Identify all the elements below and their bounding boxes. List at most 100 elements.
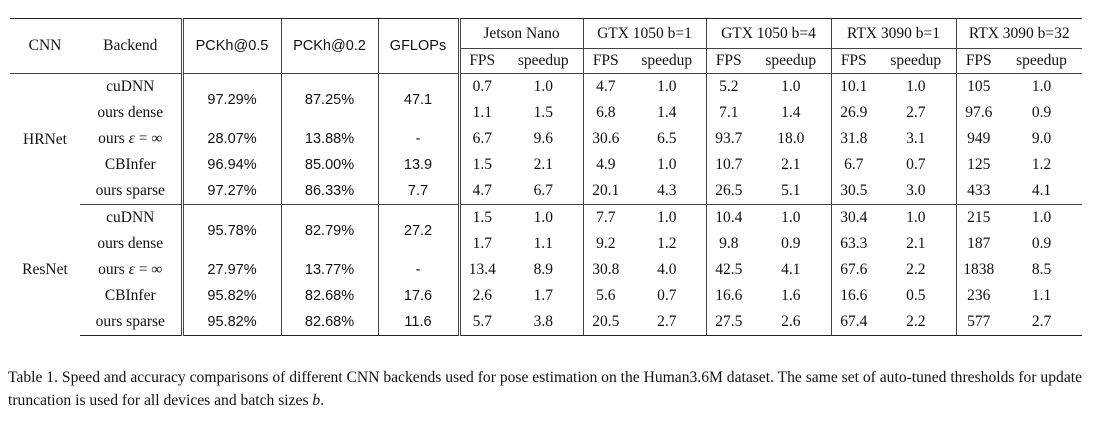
- pckh02-cell: 13.88%: [280, 126, 378, 152]
- fps-cell: 63.3: [830, 231, 876, 257]
- backend-cell: cuDNN: [80, 204, 184, 231]
- fps-cell: 10.7: [705, 152, 751, 178]
- speedup-cell: 8.9: [533, 261, 553, 279]
- fps-cell: 5.7: [459, 309, 504, 336]
- pckh05-cell: 95.82%: [207, 287, 257, 304]
- fps-cell: 577: [955, 309, 1001, 336]
- table-row: ours dense 1.7 1.1 9.2 1.2 9.8 0.9 63.3 2.1 187 0.…: [10, 231, 1082, 257]
- speedup-cell: 5.1: [751, 178, 831, 205]
- header-device: RTX 3090 b=1: [830, 18, 956, 49]
- header-pckh05: PCKh@0.5: [182, 18, 281, 74]
- backend-cell: CBInfer: [80, 152, 184, 178]
- header-fps: FPS: [582, 48, 628, 74]
- header-speedup: speedup: [504, 48, 583, 74]
- header-pckh02: PCKh@0.2: [280, 18, 378, 74]
- gflops-cell: 13.9: [377, 152, 461, 178]
- speedup-cell: 3.8: [504, 309, 583, 336]
- speedup-cell: 2.6: [751, 309, 831, 336]
- pckh02-cell: 82.68%: [280, 309, 378, 336]
- fps-cell: 6.7: [472, 130, 492, 148]
- table-row: ours dense 1.1 1.5 6.8 1.4 7.1 1.4 26.9 2.7 97.6 0…: [10, 100, 1082, 126]
- speedup-cell: 18.0: [777, 130, 805, 148]
- pckh02-cell: 85.00%: [280, 152, 378, 178]
- cnn-cell: HRNet: [23, 130, 67, 148]
- fps-cell: 949: [955, 126, 1001, 152]
- speedup-cell: 9.0: [1031, 130, 1052, 148]
- table-row: ours ε = ∞ 28.07% 13.88% -6.7 9.6 30.6 6.5 93.7…: [10, 126, 1082, 152]
- speedup-cell: 2.2: [876, 309, 956, 336]
- gflops-cell: 11.6: [377, 309, 461, 336]
- fps-cell: 236: [955, 283, 1001, 309]
- fps-cell: 215: [955, 204, 1001, 231]
- fps-cell: 187: [955, 231, 1001, 257]
- speedup-cell: 0.9: [781, 235, 801, 253]
- backend-cell: ours sparse: [80, 309, 184, 336]
- backend-cell: ours ε = ∞: [80, 126, 184, 152]
- epsilon-symbol: ε: [128, 130, 135, 148]
- header-device: GTX 1050 b=4: [705, 18, 831, 49]
- fps-cell: 20.1: [582, 178, 628, 205]
- pckh05-cell: 97.29%: [207, 91, 257, 108]
- header-speedup: speedup: [876, 48, 956, 74]
- fps-cell: 27.5: [705, 309, 751, 336]
- table-row: ours sparse 97.27% 86.33% 7.7 4.7 6.7 20.1 4.3 2…: [10, 178, 1082, 205]
- speedup-cell: 1.0: [781, 78, 801, 96]
- gflops-cell: 7.7: [377, 178, 461, 205]
- speedup-cell: 0.7: [657, 287, 677, 305]
- speedup-cell: 1.2: [1031, 156, 1052, 174]
- fps-cell: 97.6: [955, 100, 1001, 126]
- fps-cell: 105: [955, 73, 1001, 100]
- speedup-cell: 3.0: [876, 178, 956, 205]
- fps-cell: 26.5: [705, 178, 751, 205]
- pckh05-cell: 96.94%: [207, 156, 257, 173]
- backend-cell: ours dense: [80, 231, 184, 257]
- table-row: ResNet cuDNN 95.78% 82.79% 27.2 1.5 1.0 7.7 1.0 1…: [10, 204, 1082, 278]
- header-fps: FPS: [830, 48, 876, 74]
- fps-cell: 2.6: [472, 287, 492, 305]
- speedup-cell: 1.0: [781, 209, 801, 227]
- fps-cell: 0.7: [472, 78, 492, 96]
- caption-variable: b: [312, 392, 321, 409]
- fps-cell: 1.5: [472, 209, 492, 227]
- speedup-cell: 0.7: [906, 156, 926, 174]
- speedup-cell: 1.1: [1031, 287, 1052, 305]
- backend-prefix: ours: [98, 130, 129, 148]
- fps-cell: 433: [955, 178, 1001, 205]
- speedup-cell: 8.5: [1031, 261, 1052, 279]
- fps-cell: 1.7: [472, 235, 492, 253]
- table-row: CBInfer 96.94% 85.00% 13.9 1.5 2.1 4.9 1.0 10.7 2…: [10, 152, 1082, 178]
- speedup-cell: 4.1: [781, 261, 801, 279]
- backend-cell: cuDNN: [80, 73, 184, 100]
- header-device: GTX 1050 b=1: [582, 18, 706, 49]
- speedup-cell: 1.0: [533, 209, 553, 227]
- epsilon-symbol: ε: [128, 261, 135, 279]
- gflops-cell: 27.2: [377, 204, 461, 257]
- header-backend: Backend: [80, 18, 184, 74]
- fps-cell: 6.8: [582, 100, 628, 126]
- pckh05-cell: 95.78%: [207, 222, 257, 239]
- table-row: ours sparse 95.82% 82.68% 11.6 5.7 3.8 20.5 2.7…: [10, 309, 1082, 336]
- backend-cell: ours dense: [80, 100, 184, 126]
- backend-cell: CBInfer: [80, 283, 184, 309]
- speedup-cell: 2.1: [781, 156, 801, 174]
- speedup-cell: 9.6: [533, 130, 553, 148]
- table-row: CBInfer 95.82% 82.68% 17.6 2.6 1.7 5.6 0.7 16.6 1…: [10, 283, 1082, 309]
- header-speedup: speedup: [1001, 48, 1082, 74]
- backend-suffix: = ∞: [134, 130, 163, 148]
- header-device: RTX 3090 b=32: [955, 18, 1082, 49]
- fps-cell: 6.7: [830, 152, 876, 178]
- fps-cell: 5.2: [705, 73, 751, 100]
- pckh02-cell: 82.68%: [280, 283, 378, 309]
- pckh02-cell: 87.25%: [280, 73, 378, 126]
- backend-cell: ours sparse: [80, 178, 184, 205]
- gflops-cell: -: [377, 257, 461, 283]
- fps-cell: 125: [955, 152, 1001, 178]
- table-row: ours ε = ∞ 27.97% 13.77% -13.4 8.9 30.8 4.0 42.…: [10, 257, 1082, 283]
- table-row: HRNet cuDNN 97.29% 87.25% 47.1 0.7 1.0 4.7 1.0 5.…: [10, 73, 1082, 147]
- fps-cell: 93.7: [705, 126, 751, 152]
- results-table: CNN Backend PCKh@0.5 PCKh@0.2 GFLOPs Jet…: [10, 18, 1082, 336]
- fps-cell: 10.4: [705, 204, 751, 231]
- caption-end: .: [320, 392, 325, 409]
- speedup-cell: 2.1: [906, 235, 926, 253]
- header-fps: FPS: [459, 48, 504, 74]
